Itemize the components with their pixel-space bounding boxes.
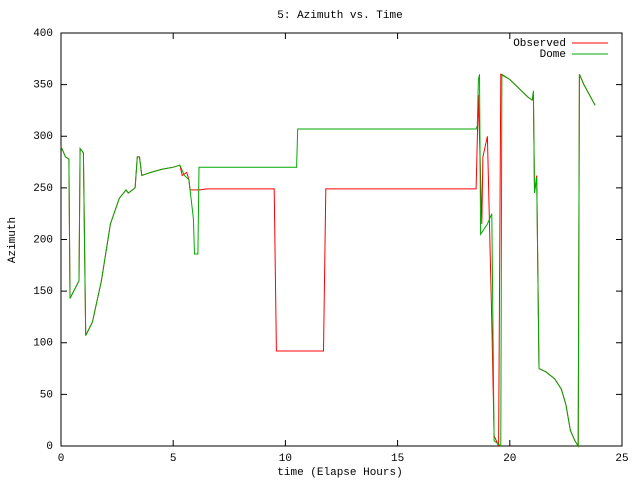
y-tick-label: 150	[33, 286, 53, 298]
y-tick-label: 300	[33, 131, 53, 143]
y-tick-label: 250	[33, 183, 53, 195]
x-tick-label: 15	[391, 453, 404, 465]
y-tick-label: 200	[33, 234, 53, 246]
x-tick-label: 25	[615, 453, 628, 465]
data-line	[60, 73, 596, 448]
y-tick-label: 400	[33, 28, 53, 40]
x-tick-label: 20	[503, 453, 516, 465]
y-axis-label: Azimuth	[7, 217, 19, 263]
y-tick-label: 50	[40, 389, 53, 401]
x-tick-label: 10	[279, 453, 292, 465]
chart-title: 5: Azimuth vs. Time	[277, 10, 402, 22]
y-tick-label: 0	[46, 441, 53, 453]
legend-label: Dome	[540, 49, 566, 61]
x-tick-label: 0	[58, 453, 65, 465]
y-tick-label: 350	[33, 80, 53, 92]
x-tick-label: 5	[170, 453, 177, 465]
y-tick-label: 100	[33, 338, 53, 350]
x-axis-label: time (Elapse Hours)	[277, 467, 402, 479]
legend-label: Observed	[513, 38, 566, 50]
